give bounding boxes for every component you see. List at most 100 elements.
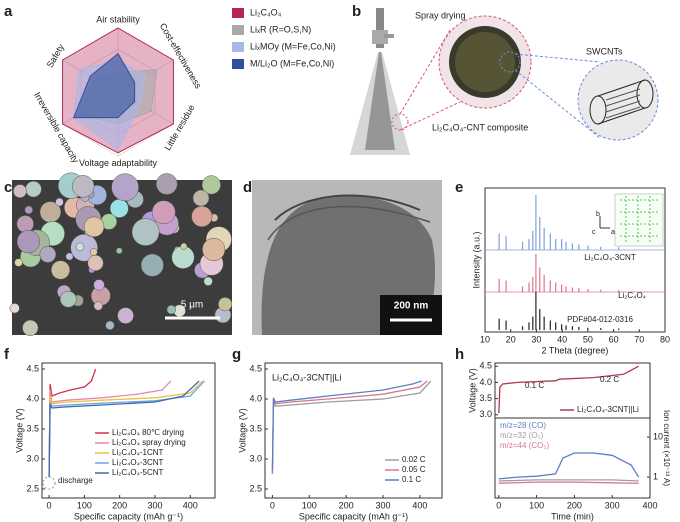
sem-particle	[218, 297, 233, 312]
series-line	[48, 380, 172, 478]
sem-particle	[24, 205, 33, 215]
sem-particle	[71, 175, 95, 198]
x-axis-label: 2 Theta (degree)	[542, 345, 609, 355]
y-tick-label: 4.0	[479, 377, 492, 387]
sem-particle	[65, 252, 74, 261]
plot-frame	[484, 187, 666, 333]
legend-swatch	[232, 25, 244, 35]
legend-label: m/z=32 (O₂)	[500, 431, 544, 440]
y-tick-label: 3.5	[249, 423, 262, 433]
legend-label: LiₓR (R=O,S,N)	[250, 24, 311, 34]
x-tick-label: 20	[506, 334, 516, 344]
x-axis-label: Specific capacity (mAh g⁻¹)	[299, 511, 408, 521]
sem-particle	[166, 305, 177, 315]
sem-particle	[93, 301, 103, 311]
legend-label: Li₂C₄O₄-3CNT||Li	[577, 405, 639, 414]
x-tick-label: 400	[642, 500, 657, 510]
sem-particle	[39, 246, 57, 263]
y-tick-label: 3.0	[26, 453, 39, 463]
sem-particle	[156, 173, 178, 195]
legend-label: Li₂C₄O₄	[250, 7, 282, 17]
y-tick-label: 2.5	[26, 483, 39, 493]
panel-label: h	[455, 346, 464, 363]
x-tick-label: 400	[412, 500, 427, 510]
panel-label: g	[232, 346, 241, 363]
sem-particle	[16, 230, 40, 254]
x-tick-label: 200	[112, 500, 127, 510]
tem-cnt	[274, 194, 421, 221]
sem-particle	[59, 290, 77, 308]
legend-label: M/Li₂O (M=Fe,Co,Ni)	[250, 58, 334, 68]
series-line	[48, 380, 200, 478]
nanotube	[589, 79, 654, 125]
panel-label: c	[4, 179, 12, 196]
zoom-line	[399, 29, 451, 115]
legend-label: m/z=44 (CO₂)	[500, 441, 549, 450]
diagram-label: SWCNTs	[586, 46, 623, 56]
zoom-circle	[499, 51, 521, 73]
legend-label: LiₓMOy (M=Fe,Co,Ni)	[250, 41, 336, 51]
x-tick-label: 300	[605, 500, 620, 510]
x-axis-label: Specific capacity (mAh g⁻¹)	[74, 511, 183, 521]
y2-axis-label: Ion current (×10⁻¹³ A)	[662, 410, 671, 486]
x-tick-label: 60	[609, 334, 619, 344]
sem-particle	[115, 247, 123, 255]
series-line	[498, 481, 639, 484]
sem-particle	[201, 175, 221, 195]
sem-particle	[140, 253, 164, 277]
series-line	[48, 380, 205, 478]
sem-particle	[180, 242, 188, 250]
series-label: Li₂C₄O₄	[618, 291, 646, 300]
particle	[455, 32, 515, 92]
legend-label: Li₂C₄O₄ 80℃ drying	[112, 428, 184, 437]
series-label: PDF#04-012-0316	[567, 315, 633, 324]
legend-label: Li₂C₄O₄-5CNT	[112, 468, 164, 477]
y2-tick-label: 10	[653, 431, 663, 441]
y-tick-label: 4.5	[479, 361, 492, 371]
legend-label: Li₂C₄O₄-1CNT	[112, 448, 164, 457]
sem-particles	[9, 172, 233, 337]
sem-particle	[202, 237, 226, 262]
legend-label: Li₂C₄O₄ spray drying	[112, 438, 186, 447]
diagram-label: Li₂C₄O₄-CNT composite	[432, 122, 528, 132]
x-tick-label: 300	[375, 500, 390, 510]
y2-tick-label: 1	[653, 471, 658, 481]
scale-bar-label: 200 nm	[394, 301, 429, 312]
crystal-axis-label: b	[596, 211, 600, 218]
legend-label: m/z=28 (CO)	[500, 421, 546, 430]
nozzle	[372, 30, 388, 44]
radar-axis-label: Air stability	[96, 15, 140, 25]
sem-particle	[87, 254, 104, 272]
scale-bar-label: 5 μm	[181, 300, 203, 311]
sem-particle	[203, 276, 213, 286]
crystal-axis-label: a	[611, 229, 615, 236]
annotation: 0.1 C	[525, 381, 544, 390]
sem-particle	[55, 197, 64, 207]
x-tick-label: 200	[339, 500, 354, 510]
y-tick-label: 4.0	[249, 393, 262, 403]
panel-label: a	[4, 3, 13, 20]
sem-particle	[9, 303, 20, 314]
x-tick-label: 300	[147, 500, 162, 510]
legend-label: Li₂C₄O₄-3CNT	[112, 458, 164, 467]
sem-particle	[192, 189, 210, 207]
legend-swatch	[232, 42, 244, 52]
sem-particle	[89, 248, 98, 256]
x-tick-label: 40	[557, 334, 567, 344]
y-axis-label: Voltage (V)	[14, 408, 24, 453]
radar-area	[72, 52, 136, 119]
plot-frame	[494, 417, 651, 499]
crystal-inset: b c a	[592, 193, 664, 247]
x-tick-label: 30	[531, 334, 541, 344]
annotation: discharge	[58, 476, 93, 485]
annotation: 0.2 C	[600, 375, 619, 384]
crystal-axis-label: c	[592, 229, 596, 236]
series-line	[498, 479, 639, 482]
y-axis-label: Intensity (a.u.)	[471, 231, 481, 288]
x-tick-label: 10	[480, 334, 490, 344]
y-tick-label: 3.5	[26, 423, 39, 433]
sem-particle	[191, 205, 213, 227]
x-tick-label: 100	[77, 500, 92, 510]
x-tick-label: 400	[183, 500, 198, 510]
